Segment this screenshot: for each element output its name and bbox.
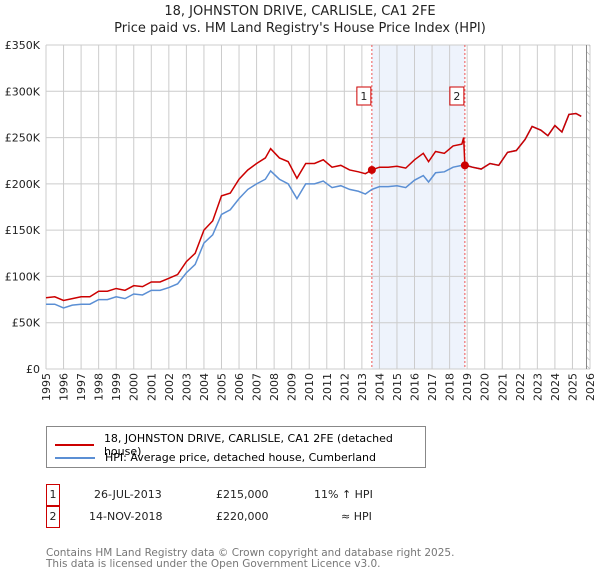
sale-badge: 1	[46, 484, 60, 506]
y-tick-label: £150K	[5, 224, 41, 237]
y-tick-label: £250K	[5, 132, 41, 145]
legend-swatch	[55, 444, 94, 446]
price-chart: 1995 1996 1997 1998 1999 2000 2001 2002 2003 2004…	[5, 39, 597, 401]
x-tick-label: 2011	[321, 373, 334, 401]
sale-price: £220,000	[216, 510, 269, 523]
y-tick-label: £50K	[12, 317, 41, 330]
x-tick-label: 2018	[444, 373, 457, 401]
property-price-line	[45, 112, 582, 302]
x-tick-label: 2021	[496, 373, 509, 401]
x-tick-label: 2015	[391, 373, 404, 401]
footer: Contains HM Land Registry data © Crown c…	[46, 548, 454, 570]
sale-hpi: ≈ HPI	[341, 510, 372, 523]
x-tick-label: 1999	[110, 373, 123, 401]
x-tick-label: 2016	[409, 373, 422, 401]
y-tick-label: £200K	[5, 178, 41, 191]
chart-title: 18, JOHNSTON DRIVE, CARLISLE, CA1 2FE	[164, 4, 436, 19]
x-tick-label: 2014	[373, 373, 386, 401]
x-tick-label: 2005	[215, 373, 228, 401]
sale-label: 2	[453, 90, 460, 103]
sale-point	[460, 161, 469, 170]
legend-swatch	[55, 456, 95, 459]
x-tick-label: 2019	[461, 373, 474, 401]
sale-date: 14-NOV-2018	[89, 510, 163, 523]
x-tick-label: 2022	[514, 373, 527, 401]
sale-badge: 2	[46, 506, 60, 528]
x-tick-label: 2023	[531, 373, 544, 401]
x-tick-label: 2009	[286, 373, 299, 401]
legend-item-hpi: HPI: Average price, detached house, Cumb…	[55, 451, 376, 464]
x-tick-label: 2010	[303, 373, 316, 401]
y-tick-label: £300K	[5, 85, 41, 98]
sale-price: £215,000	[216, 488, 269, 501]
y-tick-label: £350K	[5, 39, 41, 52]
x-tick-label: 2025	[566, 373, 579, 401]
x-tick-label: 2008	[268, 373, 281, 401]
x-tick-label: 2026	[584, 373, 597, 401]
x-tick-label: 2017	[426, 373, 439, 401]
y-tick-label: £0	[26, 363, 40, 376]
sale-hpi: 11% ↑ HPI	[314, 488, 373, 501]
legend-label: HPI: Average price, detached house, Cumb…	[105, 451, 377, 464]
sale-label-box	[449, 86, 465, 106]
hpi-line	[46, 112, 582, 309]
x-tick-label: 2024	[549, 373, 562, 401]
x-tick-label: 2012	[338, 373, 351, 401]
x-tick-label: 2000	[128, 373, 141, 401]
x-tick-label: 2003	[180, 373, 193, 401]
sale-date: 26-JUL-2013	[94, 488, 162, 501]
legend: 18, JOHNSTON DRIVE, CARLISLE, CA1 2FE (d…	[46, 426, 426, 468]
chart-subtitle: Price paid vs. HM Land Registry's House …	[114, 21, 486, 36]
y-tick-label: £100K	[5, 270, 41, 283]
x-tick-label: 1997	[75, 373, 88, 401]
sale-point	[367, 165, 376, 174]
legend-label: 18, JOHNSTON DRIVE, CARLISLE, CA1 2FE (d…	[103, 432, 393, 458]
x-tick-label: 2013	[356, 373, 369, 401]
sale-label-box	[356, 86, 372, 106]
forecast-hatch	[586, 45, 590, 369]
footer-line: This data is licensed under the Open Gov…	[46, 558, 381, 570]
x-tick-label: 1998	[93, 373, 106, 401]
x-tick-label: 1995	[40, 373, 53, 401]
x-tick-label: 1996	[58, 373, 71, 401]
sale-label: 1	[360, 90, 367, 103]
x-tick-label: 2002	[163, 373, 176, 401]
x-tick-label: 2007	[251, 373, 264, 401]
x-tick-label: 2020	[479, 373, 492, 401]
footer-line: Contains HM Land Registry data © Crown c…	[46, 547, 455, 559]
legend-item-property: 18, JOHNSTON DRIVE, CARLISLE, CA1 2FE (d…	[55, 432, 425, 458]
x-tick-label: 2004	[198, 373, 211, 401]
x-tick-label: 2001	[145, 373, 158, 401]
x-tick-label: 2006	[233, 373, 246, 401]
